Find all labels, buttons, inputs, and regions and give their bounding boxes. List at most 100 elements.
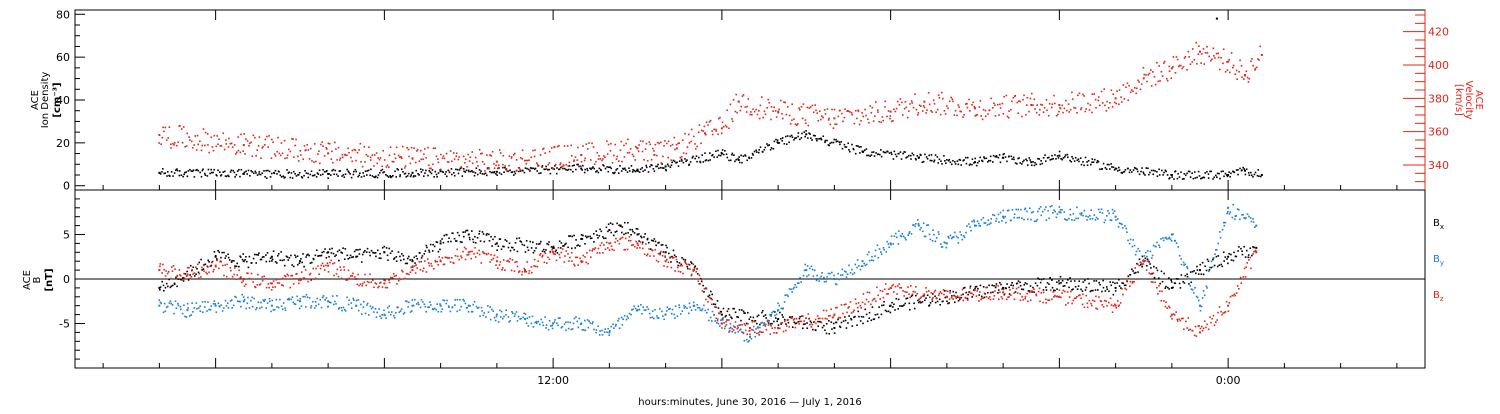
bx-point [1153, 276, 1156, 279]
by-point [910, 233, 913, 235]
bz-point [853, 309, 855, 312]
velocity-point [1163, 60, 1166, 63]
ion-density-point [1038, 158, 1041, 160]
ion-density-point [989, 159, 992, 162]
bx-point [1032, 286, 1034, 289]
ion-density-point [812, 134, 815, 137]
bx-point [593, 241, 595, 243]
velocity-point [570, 144, 573, 147]
bx-point [859, 320, 862, 322]
bz-point [340, 277, 343, 280]
bz-point [1040, 292, 1043, 294]
ion-density-point [538, 172, 540, 175]
by-point [1020, 208, 1022, 211]
bz-point [521, 271, 524, 273]
velocity-point [824, 113, 827, 115]
by-point [1170, 233, 1173, 236]
by-point [666, 306, 669, 308]
bx-point [568, 235, 570, 237]
ion-density-point [1083, 164, 1085, 167]
ion-density-point [191, 170, 194, 173]
bz-point [1199, 331, 1201, 334]
by-point [630, 313, 632, 316]
bx-point [580, 237, 583, 240]
velocity-point [202, 128, 205, 130]
by-point [271, 299, 274, 302]
ion-density-point [478, 169, 481, 171]
by-point [625, 318, 628, 321]
bz-point [1224, 311, 1227, 313]
bz-point [619, 238, 621, 240]
bz-point [1032, 290, 1034, 293]
ion-density-point [662, 167, 665, 169]
velocity-point [811, 104, 814, 107]
bz-point [165, 270, 167, 272]
ion-density-point [770, 147, 773, 149]
velocity-point [451, 160, 453, 163]
by-point [1182, 261, 1185, 264]
ion-density-point [1173, 178, 1175, 180]
velocity-point [533, 155, 536, 158]
by-point [284, 309, 287, 312]
velocity-point [1104, 104, 1106, 107]
bx-point [1148, 261, 1150, 263]
bz-point [763, 322, 765, 324]
by-point [557, 317, 560, 320]
bx-point [225, 255, 227, 257]
velocity-point [1177, 65, 1180, 68]
bz-point [1136, 263, 1139, 266]
ion-density-point [1131, 171, 1133, 173]
by-point [1196, 296, 1199, 299]
ion-density-point [441, 170, 443, 173]
bx-point [277, 252, 280, 255]
bx-point [612, 234, 615, 237]
by-point [977, 222, 980, 225]
bx-point [833, 326, 836, 329]
bx-point [218, 251, 221, 254]
by-point [232, 304, 235, 307]
bz-point [265, 286, 268, 289]
velocity-point [428, 164, 430, 167]
bz-point [1183, 328, 1185, 331]
bz-point [710, 303, 713, 306]
ion-density-point [635, 169, 638, 172]
velocity-point [829, 123, 832, 126]
bz-point [705, 298, 707, 301]
bx-point [471, 230, 473, 232]
by-point [171, 304, 174, 306]
bx-point [1114, 290, 1117, 292]
bz-point [887, 293, 889, 295]
by-point [1226, 212, 1228, 215]
bz-point [798, 323, 801, 325]
bx-point [472, 241, 475, 244]
bx-point [779, 311, 781, 314]
bz-point [955, 297, 958, 299]
bz-point [847, 307, 849, 309]
by-point [805, 269, 808, 272]
bz-point [573, 264, 576, 267]
bx-point [1089, 290, 1092, 293]
bz-point [544, 252, 547, 255]
velocity-point [1238, 70, 1240, 73]
bx-point [844, 319, 847, 322]
bz-point [1039, 300, 1041, 303]
bz-point [590, 256, 592, 258]
bx-point [321, 251, 323, 254]
ion-density-point [1118, 169, 1121, 171]
bz-point [413, 265, 416, 267]
bx-point [722, 307, 725, 310]
velocity-point [705, 133, 707, 136]
velocity-point [1133, 87, 1136, 89]
by-point [1142, 263, 1145, 265]
bx-point [623, 221, 626, 224]
by-point [955, 235, 958, 238]
bz-point [627, 239, 630, 242]
legend-item-by: By [1433, 254, 1444, 267]
velocity-point [1103, 88, 1106, 90]
ion-density-point [387, 176, 390, 178]
ion-density-point [902, 152, 904, 155]
bz-point [760, 331, 763, 333]
bz-point [1138, 264, 1141, 267]
bx-point [661, 244, 664, 246]
by-point [1180, 263, 1183, 266]
